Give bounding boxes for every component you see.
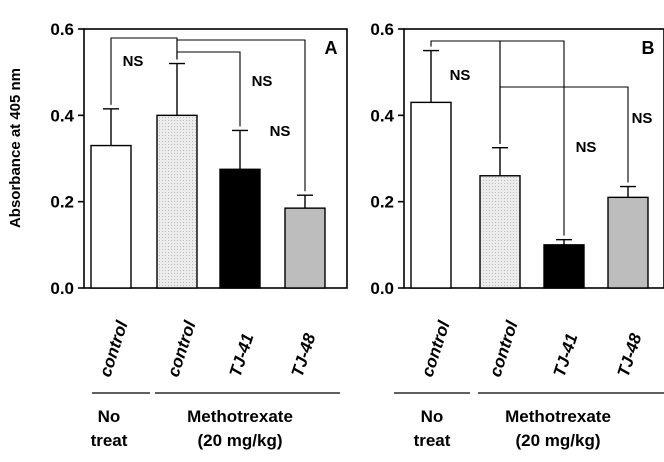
group-label-line2: (20 mg/kg) <box>197 431 282 450</box>
y-tick-label: 0.0 <box>370 279 394 298</box>
group-label-line1: No <box>421 407 444 426</box>
significance-bracket <box>499 86 629 183</box>
plot-frame <box>83 28 348 289</box>
bar <box>410 101 452 289</box>
bar <box>479 175 521 289</box>
significance-bracket <box>176 39 306 192</box>
category-label: control <box>164 317 200 379</box>
y-tick-label: 0.6 <box>370 20 394 39</box>
significance-bracket <box>110 37 178 105</box>
category-label: TJ-48 <box>614 331 646 380</box>
category-label: TJ-41 <box>226 331 258 379</box>
y-tick-label: 0.4 <box>370 106 394 125</box>
category-label: TJ-41 <box>550 331 582 379</box>
bar <box>90 144 132 289</box>
category-label: control <box>418 317 454 379</box>
bar <box>543 244 585 289</box>
group-label-line1: No <box>98 407 121 426</box>
category-label: control <box>486 317 522 379</box>
panel-label: A <box>325 38 338 58</box>
group-label-line1: Methotrexate <box>187 407 293 426</box>
significance-label: NS <box>123 53 144 70</box>
category-label: control <box>96 317 132 379</box>
category-label: TJ-48 <box>288 331 320 380</box>
significance-label: NS <box>270 123 291 140</box>
y-tick-label: 0.2 <box>50 193 74 212</box>
significance-label: NS <box>252 73 273 90</box>
y-tick-label: 0.6 <box>50 20 74 39</box>
bar <box>284 207 326 289</box>
plot-frame <box>403 28 664 289</box>
significance-label: NS <box>632 110 653 127</box>
panel-label: B <box>642 38 655 58</box>
significance-label: NS <box>450 67 471 84</box>
y-tick-label: 0.0 <box>50 279 74 298</box>
significance-label: NS <box>576 139 597 156</box>
bar <box>219 168 261 289</box>
bar <box>607 196 649 289</box>
group-label-line1: Methotrexate <box>505 407 611 426</box>
group-label-line2: treat <box>91 431 128 450</box>
group-label-line2: treat <box>414 431 451 450</box>
y-axis-label: Absorbance at 405 nm <box>7 68 24 228</box>
bar <box>156 114 198 289</box>
y-tick-label: 0.2 <box>370 193 394 212</box>
group-label-line2: (20 mg/kg) <box>515 431 600 450</box>
y-tick-label: 0.4 <box>50 106 74 125</box>
